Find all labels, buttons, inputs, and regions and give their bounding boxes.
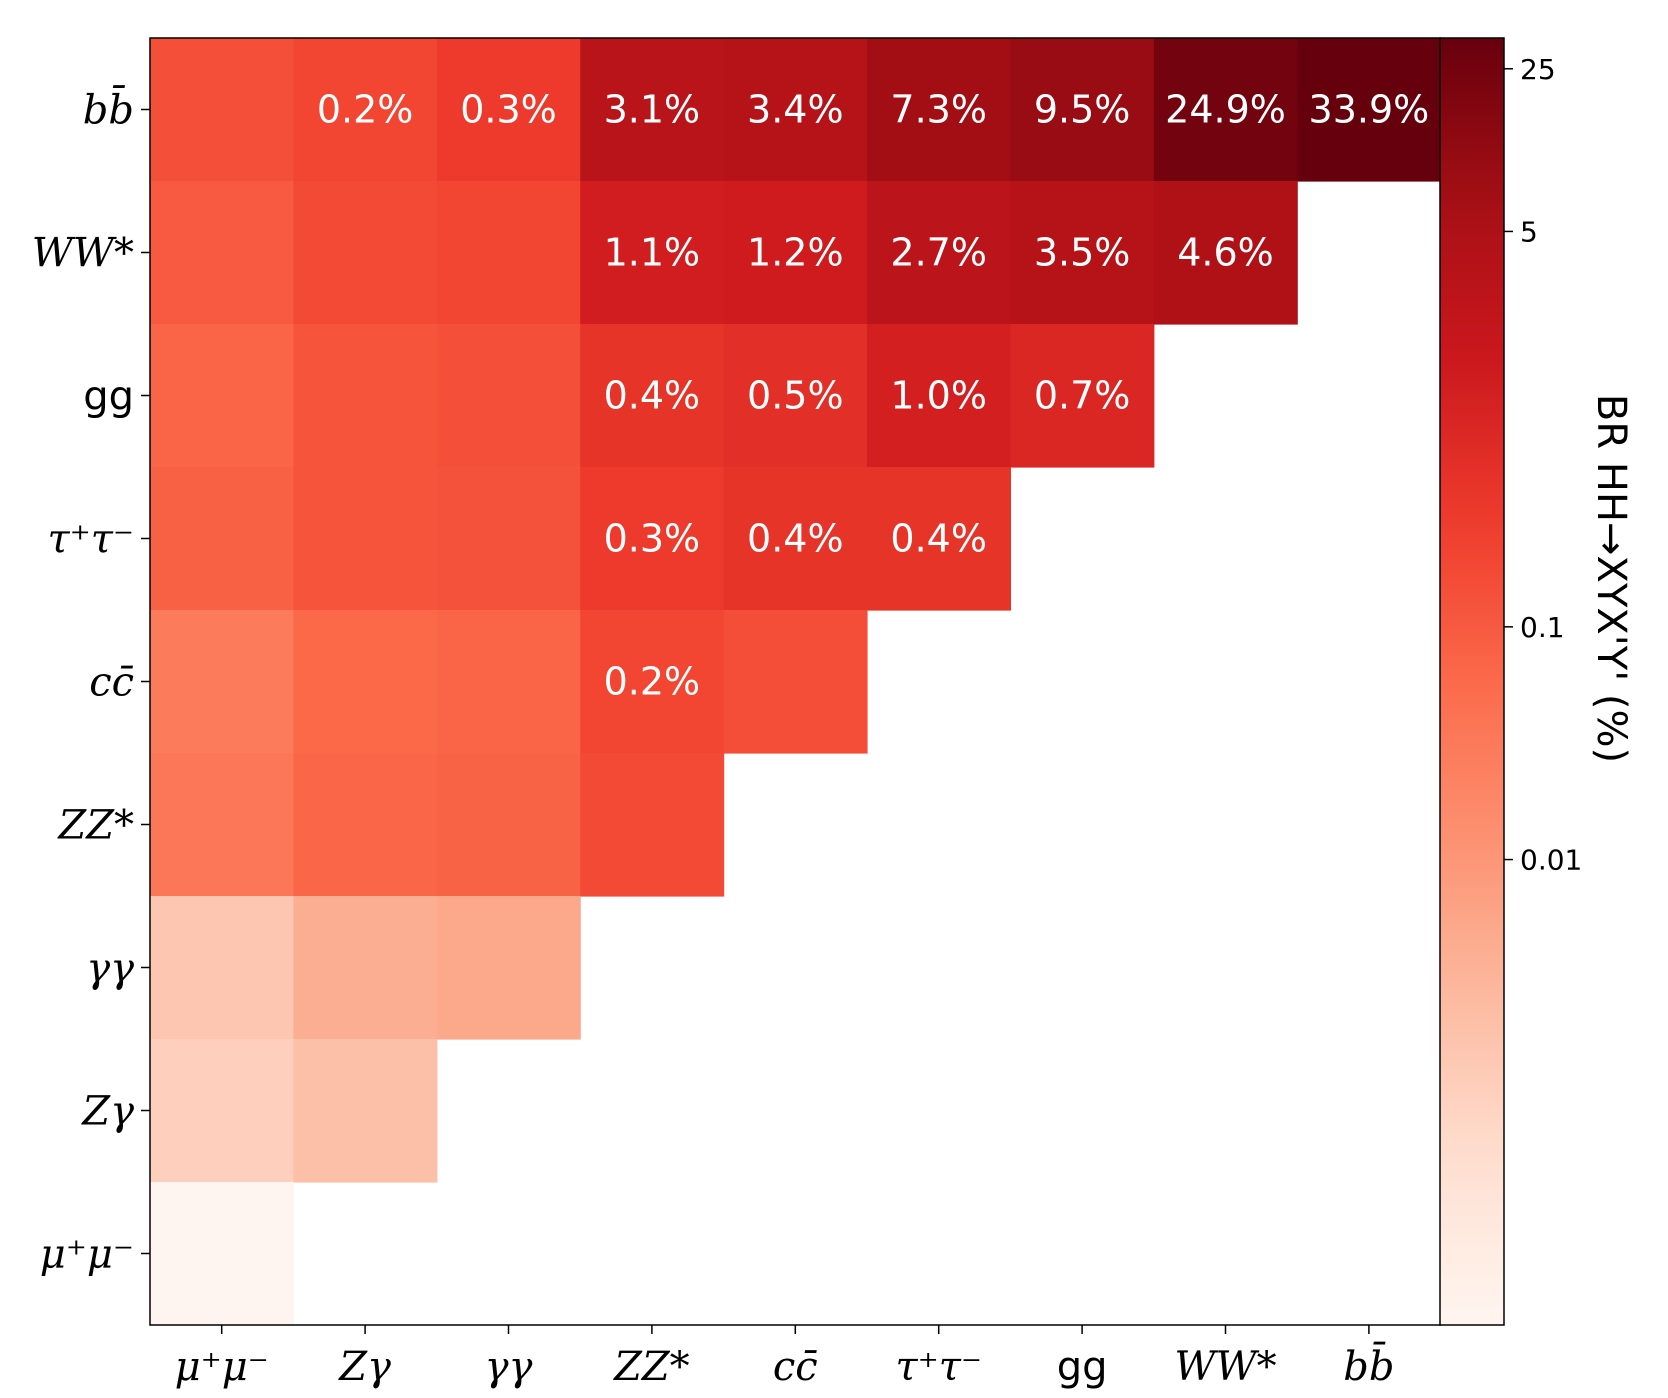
colorbar-ticks: 25 5 0.1 0.01	[1504, 53, 1582, 877]
heatmap-cell	[436, 896, 581, 1040]
y-tick-label: gg	[83, 374, 134, 420]
heatmap-cell	[293, 181, 438, 325]
heatmap-cell	[293, 753, 438, 897]
heatmap-cell-labels: 0.2% 0.3% 3.1% 3.4% 7.3% 9.5% 24.9% 33.9% 1.1% 1.…	[317, 88, 1429, 704]
cell-value-label: 3.1%	[604, 88, 701, 132]
cell-value-label: 3.4%	[747, 88, 844, 132]
x-tick-label: cc̄	[773, 1344, 818, 1390]
y-tick-label: μ⁺μ⁻	[40, 1232, 134, 1278]
x-tick-label: bb̄	[1343, 1341, 1394, 1390]
cell-value-label: 0.7%	[1034, 374, 1131, 418]
cell-value-label: 3.5%	[1034, 231, 1131, 275]
heatmap-cell	[150, 896, 294, 1040]
y-axis: bb̄ WW* gg τ⁺τ⁻ cc̄ ZZ* γγ Zγ μ⁺μ⁻	[32, 85, 150, 1278]
heatmap-cell	[580, 467, 725, 611]
cell-value-label: 0.3%	[604, 517, 701, 561]
heatmap-cell	[150, 1182, 294, 1326]
heatmap-cell	[1010, 181, 1155, 325]
y-tick-label: Zγ	[80, 1089, 134, 1135]
y-tick-label: τ⁺τ⁻	[48, 517, 134, 563]
heatmap-cell	[293, 38, 438, 182]
heatmap-cell	[723, 324, 868, 468]
heatmap-cell	[723, 38, 868, 182]
heatmap-cell	[150, 324, 294, 468]
x-tick-label: γγ	[485, 1344, 533, 1390]
heatmap-cell	[1153, 38, 1298, 182]
heatmap-cell	[1297, 38, 1442, 182]
x-tick-label: ZZ*	[612, 1344, 690, 1390]
heatmap-cell	[150, 181, 294, 325]
x-axis: μ⁺μ⁻ Zγ γγ ZZ* cc̄ τ⁺τ⁻ gg WW* bb̄	[175, 1325, 1395, 1390]
colorbar	[1439, 37, 1505, 1326]
heatmap-cell	[723, 181, 868, 325]
cell-value-label: 0.5%	[747, 374, 844, 418]
cell-value-label: 0.3%	[460, 88, 557, 132]
heatmap-cell	[580, 181, 725, 325]
cell-value-label: 0.4%	[747, 517, 844, 561]
cell-value-label: 4.6%	[1177, 231, 1274, 275]
cell-value-label: 7.3%	[890, 88, 987, 132]
heatmap-cell	[293, 324, 438, 468]
heatmap-cell	[867, 181, 1011, 325]
heatmap-cell	[580, 324, 725, 468]
cell-value-label: 24.9%	[1165, 88, 1286, 132]
heatmap-cell	[867, 38, 1011, 182]
heatmap-cells	[150, 38, 1442, 1326]
heatmap-cell	[723, 467, 868, 611]
y-tick-label: WW*	[32, 231, 134, 277]
heatmap-cell	[1010, 324, 1155, 468]
heatmap-cell	[1153, 181, 1298, 325]
cell-value-label: 0.4%	[604, 374, 701, 418]
heatmap-cell	[436, 467, 581, 611]
heatmap-cell	[436, 38, 581, 182]
colorbar-label: BR HH→XYX'Y' (%)	[1588, 394, 1634, 763]
cell-value-label: 0.2%	[317, 88, 414, 132]
heatmap-cell	[150, 610, 294, 754]
colorbar-tick-label: 0.1	[1520, 611, 1565, 644]
cell-value-label: 0.4%	[890, 517, 987, 561]
x-tick-label: Zγ	[337, 1344, 391, 1390]
heatmap-cell	[1010, 38, 1155, 182]
y-tick-label: bb̄	[83, 85, 134, 134]
y-tick-label: ZZ*	[56, 803, 134, 849]
x-tick-label: WW*	[1174, 1344, 1276, 1390]
cell-value-label: 2.7%	[890, 231, 987, 275]
x-tick-label: gg	[1057, 1344, 1108, 1390]
heatmap-cell	[580, 610, 725, 754]
x-tick-label: τ⁺τ⁻	[895, 1344, 981, 1390]
cell-value-label: 0.2%	[604, 660, 701, 704]
heatmap-cell	[293, 610, 438, 754]
heatmap-cell	[436, 181, 581, 325]
heatmap-cell	[293, 1039, 438, 1183]
y-tick-label: cc̄	[89, 660, 134, 706]
y-tick-label: γγ	[86, 946, 134, 992]
colorbar-tick-label: 25	[1520, 53, 1556, 86]
heatmap-cell	[436, 324, 581, 468]
cell-value-label: 1.1%	[604, 231, 701, 275]
heatmap-cell	[150, 38, 294, 182]
heatmap-cell	[150, 753, 294, 897]
heatmap-cell	[293, 467, 438, 611]
heatmap-cell	[867, 324, 1011, 468]
cell-value-label: 1.0%	[890, 374, 987, 418]
heatmap-cell	[723, 610, 868, 754]
heatmap-cell	[580, 753, 725, 897]
colorbar-tick-label: 0.01	[1520, 844, 1582, 877]
colorbar-tick-label: 5	[1520, 215, 1538, 248]
heatmap-cell	[867, 467, 1011, 611]
heatmap-cell	[150, 467, 294, 611]
x-tick-label: μ⁺μ⁻	[175, 1344, 269, 1390]
heatmap-cell	[436, 753, 581, 897]
heatmap-cell	[293, 896, 438, 1040]
cell-value-label: 33.9%	[1309, 88, 1430, 132]
heatmap-cell	[436, 610, 581, 754]
heatmap-cell	[150, 1039, 294, 1183]
heatmap-cell	[580, 38, 725, 182]
cell-value-label: 1.2%	[747, 231, 844, 275]
cell-value-label: 9.5%	[1034, 88, 1131, 132]
